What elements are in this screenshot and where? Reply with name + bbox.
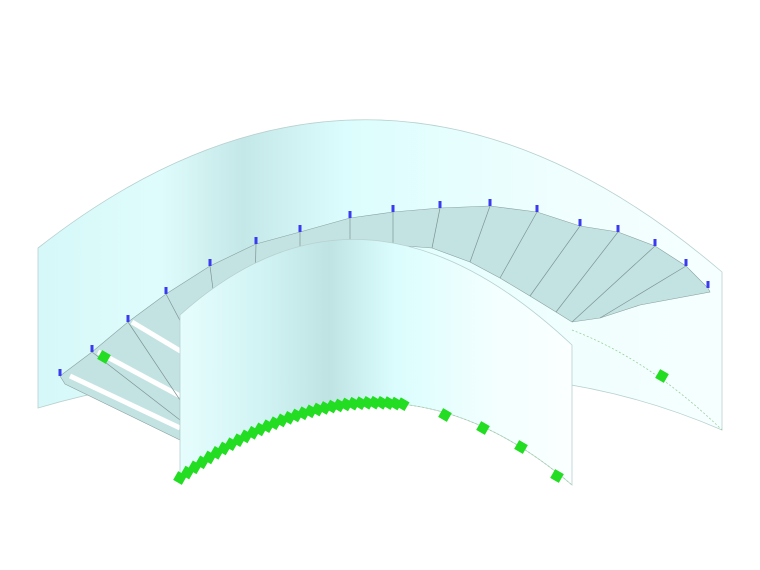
tread-edge bbox=[91, 351, 181, 421]
tread-edge bbox=[599, 265, 687, 319]
node-marker-icon bbox=[164, 287, 168, 294]
node-marker-icon bbox=[391, 205, 395, 212]
tread-edge bbox=[555, 231, 619, 313]
tread-edge bbox=[571, 245, 656, 323]
tread-edge bbox=[127, 321, 181, 401]
node-marker-icon bbox=[535, 205, 539, 212]
node-marker-icon bbox=[90, 345, 94, 352]
node-marker-icon bbox=[653, 239, 657, 246]
support-icon bbox=[395, 397, 410, 412]
tread-edge bbox=[529, 225, 581, 297]
support-icon bbox=[476, 421, 490, 435]
support-icon bbox=[514, 440, 528, 454]
outer-support-line bbox=[571, 329, 723, 431]
support-icon bbox=[438, 408, 452, 422]
tread-edge bbox=[469, 205, 491, 263]
node-markers bbox=[58, 199, 710, 376]
tread-gap bbox=[96, 349, 182, 399]
support-icon bbox=[655, 369, 669, 383]
tread-gap bbox=[68, 373, 182, 431]
support-icon bbox=[550, 469, 564, 483]
node-marker-icon bbox=[578, 219, 582, 226]
node-marker-icon bbox=[348, 211, 352, 218]
node-marker-icon bbox=[126, 315, 130, 322]
node-marker-icon bbox=[706, 281, 710, 288]
node-marker-icon bbox=[298, 225, 302, 232]
support-icon bbox=[97, 350, 111, 364]
tread-gap bbox=[130, 319, 184, 355]
node-marker-icon bbox=[438, 201, 442, 208]
node-marker-icon bbox=[208, 259, 212, 266]
node-marker-icon bbox=[254, 237, 258, 244]
node-marker-icon bbox=[58, 369, 62, 376]
node-marker-icon bbox=[488, 199, 492, 206]
tread-edge bbox=[499, 211, 538, 279]
node-marker-icon bbox=[616, 225, 620, 232]
node-marker-icon bbox=[684, 259, 688, 266]
tread-edge bbox=[431, 207, 441, 249]
line-supports bbox=[97, 350, 669, 485]
